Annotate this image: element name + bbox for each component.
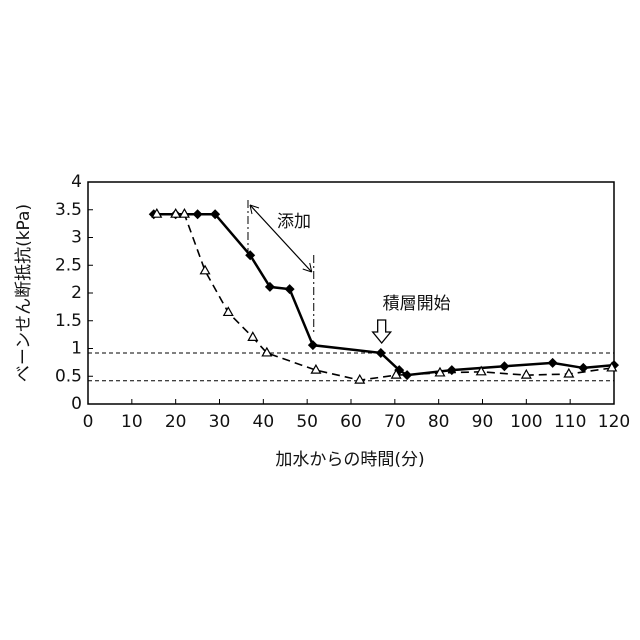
x-tick-label: 70: [384, 412, 406, 432]
x-tick-label: 100: [510, 412, 542, 432]
point: [308, 340, 318, 350]
x-tick-label: 40: [253, 412, 275, 432]
x-tick-label: 120: [598, 412, 630, 432]
point: [548, 358, 558, 368]
point: [499, 361, 509, 371]
annotation-text: 積層開始: [383, 294, 451, 314]
point: [193, 209, 203, 219]
x-tick-label: 60: [340, 412, 362, 432]
x-tick-label: 80: [428, 412, 450, 432]
point: [248, 332, 257, 340]
y-tick-label: 0: [71, 394, 82, 414]
x-tick-label: 0: [83, 412, 94, 432]
x-tick-label: 30: [209, 412, 231, 432]
x-tick-label: 50: [296, 412, 318, 432]
annotation-arrow: [373, 320, 391, 343]
y-tick-label: 1: [71, 339, 82, 359]
y-tick-label: 4: [71, 172, 82, 192]
x-tick-label: 10: [121, 412, 143, 432]
y-tick-label: 2.5: [55, 255, 82, 275]
y-tick-label: 3.5: [55, 200, 82, 220]
x-tick-label: 90: [472, 412, 494, 432]
y-tick-label: 1.5: [55, 311, 82, 331]
annotation-text: 添加: [277, 212, 311, 232]
x-tick-label: 20: [165, 412, 187, 432]
y-tick-label: 3: [71, 228, 82, 248]
x-tick-label: 110: [554, 412, 586, 432]
y-axis-label: ベーンせん断抵抗(kPa): [14, 204, 34, 382]
point: [447, 365, 457, 375]
y-tick-label: 2: [71, 283, 82, 303]
point: [522, 370, 531, 378]
point: [201, 266, 210, 274]
x-axis-label: 加水からの時間(分): [275, 450, 424, 470]
point: [224, 307, 233, 315]
page: {"chart_data": {"type": "line", "xlabel"…: [0, 0, 640, 640]
point: [285, 284, 295, 294]
y-tick-label: 0.5: [55, 366, 82, 386]
chart: 加水からの時間(分) ベーンせん断抵抗(kPa) 010203040506070…: [0, 0, 640, 640]
